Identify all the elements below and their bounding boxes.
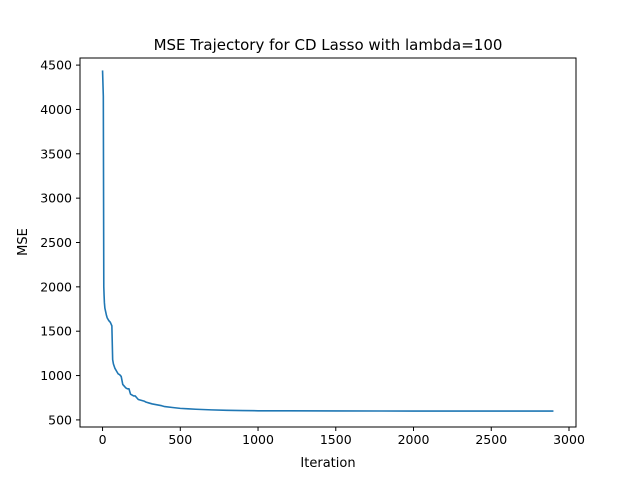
x-axis-ticks: 0 500 1000 1500 2000 2500 3000	[99, 427, 585, 447]
x-axis-label: Iteration	[300, 456, 355, 471]
y-axis-ticks: 500 1000 1500 2000 2500 3000 3500 4000 4500	[40, 58, 80, 427]
y-tick-label: 2500	[40, 235, 72, 250]
y-tick-label: 3500	[40, 146, 72, 161]
y-tick-label: 4000	[40, 102, 72, 117]
series-line	[101, 70, 554, 412]
y-axis-label: MSE	[16, 228, 31, 256]
y-tick-label: 1500	[40, 324, 72, 339]
y-tick-label: 3000	[40, 191, 72, 206]
x-tick-label: 1000	[242, 432, 274, 447]
plot-area-frame	[79, 57, 577, 428]
chart-title: MSE Trajectory for CD Lasso with lambda=…	[154, 36, 503, 54]
y-tick-label: 1000	[40, 368, 72, 383]
x-tick-label: 2000	[398, 432, 430, 447]
x-tick-label: 3000	[553, 432, 585, 447]
x-tick-label: 2500	[475, 432, 507, 447]
x-tick-label: 500	[168, 432, 192, 447]
x-tick-label: 1500	[320, 432, 352, 447]
x-tick-label: 0	[99, 432, 107, 447]
y-tick-label: 2000	[40, 279, 72, 294]
y-tick-label: 4500	[40, 58, 72, 73]
y-tick-label: 500	[48, 412, 72, 427]
